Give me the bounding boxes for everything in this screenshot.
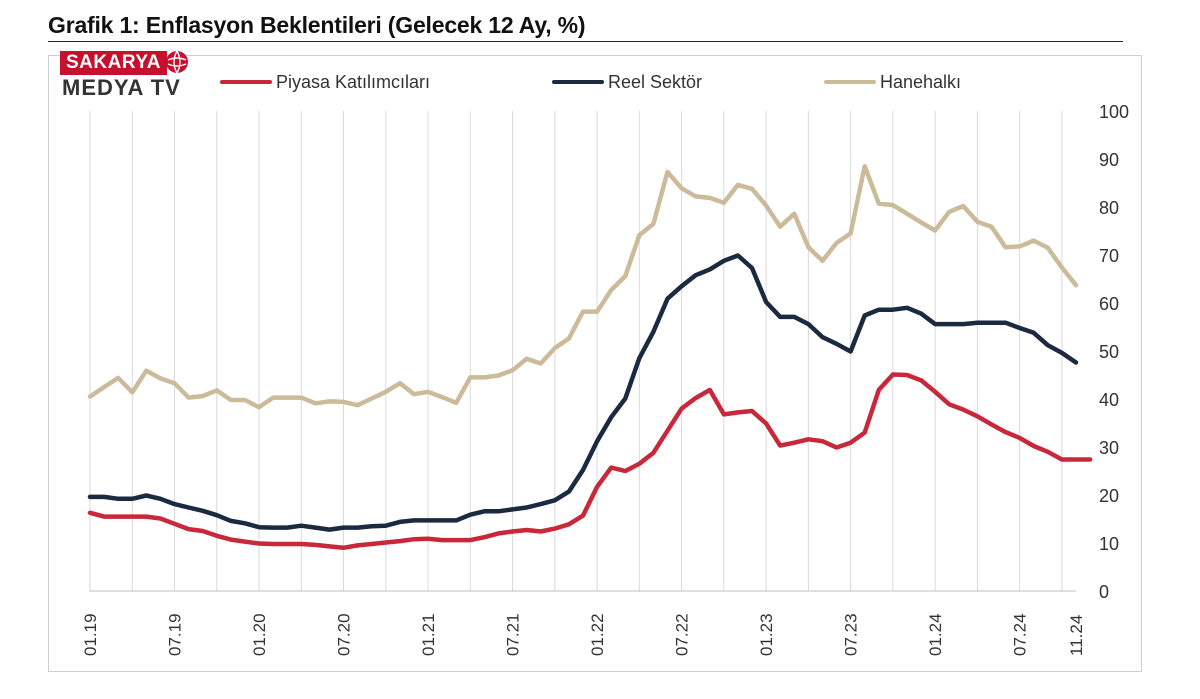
title-divider [48, 41, 1123, 42]
y-tick-label: 30 [1099, 438, 1119, 458]
y-tick-label: 50 [1099, 342, 1119, 362]
x-tick-label: 01.23 [757, 613, 776, 656]
logo-bottom-text: MEDYA TV [62, 75, 181, 100]
x-tick-label: 01.22 [588, 613, 607, 656]
x-tick-label: 01.20 [250, 613, 269, 656]
sakarya-medya-tv-logo: SAKARYA MEDYA TV [60, 47, 190, 103]
logo-top-text: SAKARYA [60, 51, 168, 75]
y-tick-label: 100 [1099, 102, 1129, 122]
y-tick-label: 90 [1099, 150, 1119, 170]
y-tick-label: 60 [1099, 294, 1119, 314]
legend-item-reel-sektor: Reel Sektör [552, 70, 702, 94]
x-tick-label: 07.22 [673, 613, 692, 656]
globe-icon [166, 50, 188, 74]
y-tick-label: 70 [1099, 246, 1119, 266]
y-tick-label: 10 [1099, 534, 1119, 554]
legend-swatch-hanehalki [824, 80, 876, 84]
x-tick-label: 07.23 [842, 613, 861, 656]
x-tick-label: 11.24 [1067, 615, 1086, 656]
x-tick-label: 01.21 [419, 613, 438, 656]
legend-label-piyasa: Piyasa Katılımcıları [276, 71, 431, 92]
series-line-reel-sektor [87, 253, 1079, 532]
series-line-piyasa [87, 372, 1093, 551]
legend-swatch-reel-sektor [552, 80, 604, 84]
x-tick-label: 07.20 [335, 613, 354, 656]
y-tick-label: 40 [1099, 390, 1119, 410]
y-tick-label: 0 [1099, 582, 1109, 602]
legend-swatch-piyasa [220, 80, 272, 84]
legend-item-hanehalki: Hanehalkı [824, 70, 961, 94]
legend-label-reel-sektor: Reel Sektör [608, 71, 703, 92]
legend-item-piyasa: Piyasa Katılımcıları [220, 70, 430, 94]
x-tick-label: 01.19 [81, 613, 100, 656]
x-tick-label: 07.21 [504, 613, 523, 656]
series-line-hanehalki [87, 163, 1079, 410]
y-tick-label: 80 [1099, 198, 1119, 218]
x-tick-label: 07.24 [1011, 613, 1030, 656]
x-tick-label: 01.24 [926, 613, 945, 656]
x-tick-label: 07.19 [166, 613, 185, 656]
chart-frame [48, 55, 1142, 672]
legend-label-hanehalki: Hanehalkı [880, 71, 962, 92]
chart-title: Grafik 1: Enflasyon Beklentileri (Gelece… [48, 12, 586, 38]
y-tick-label: 20 [1099, 486, 1119, 506]
